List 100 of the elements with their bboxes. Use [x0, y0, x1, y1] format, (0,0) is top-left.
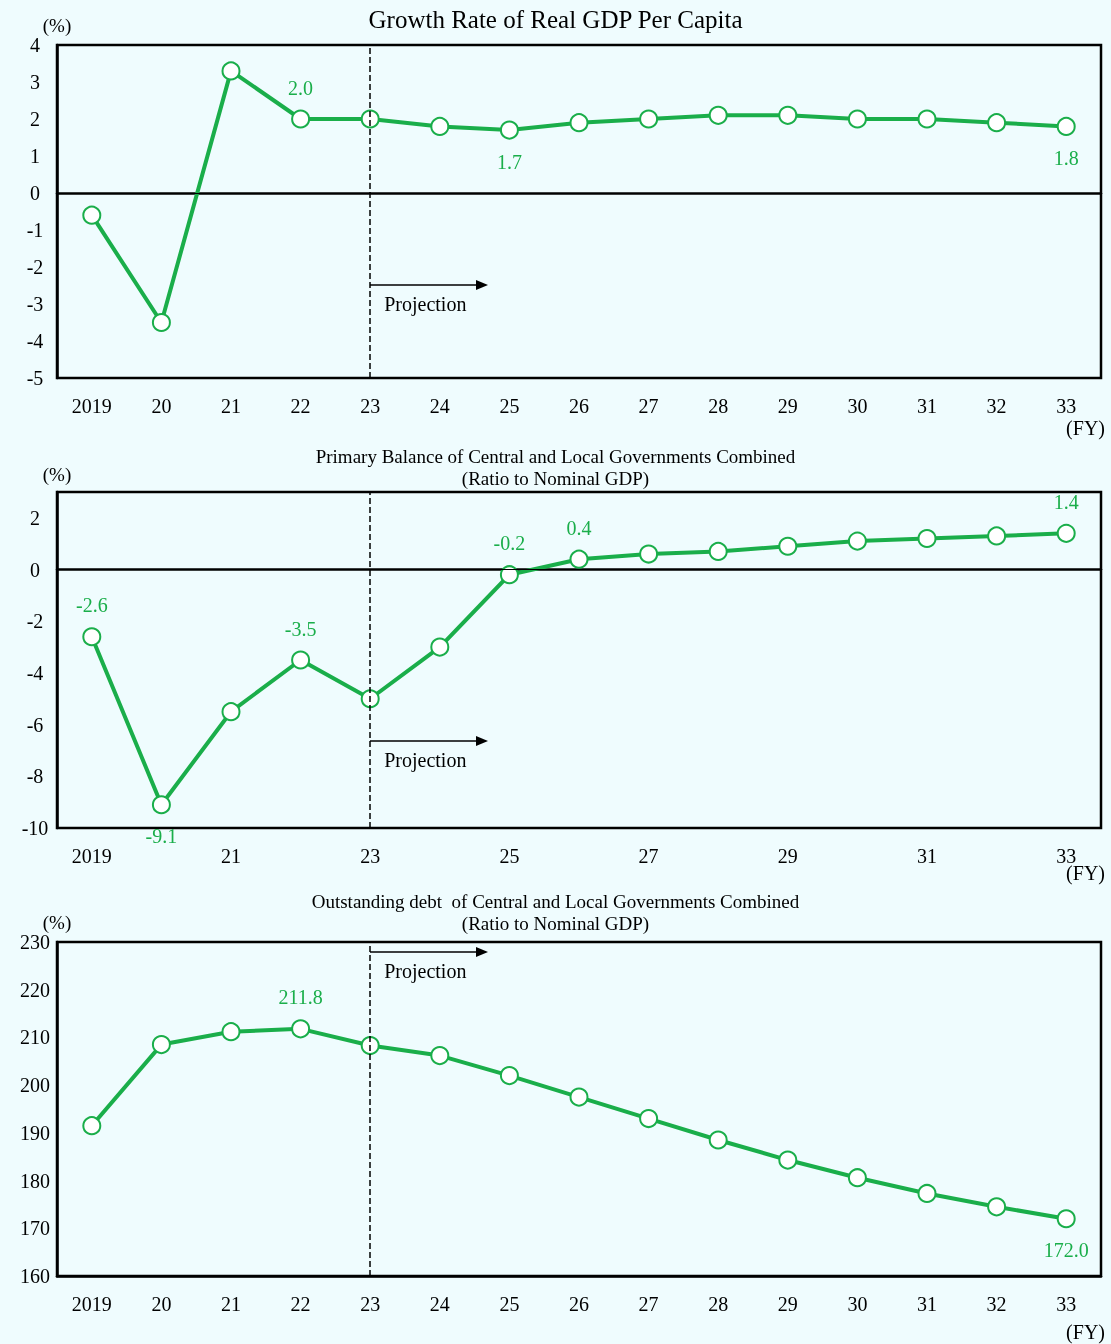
x-tick-label: 31: [917, 845, 937, 867]
y-tick-label: -2: [26, 256, 44, 278]
x-tick-label: 32: [986, 395, 1007, 417]
x-tick-label: 24: [429, 395, 450, 417]
data-label: -2.6: [75, 594, 108, 617]
y-axis-title: (%): [42, 464, 72, 486]
y-tick-label: -6: [26, 713, 44, 736]
y-tick-label: -5: [26, 367, 44, 389]
x-tick-label: 32: [986, 1293, 1007, 1315]
point: [360, 689, 380, 709]
x-axis-title: (FY): [1066, 1321, 1105, 1344]
x-tick-label: 2019: [71, 845, 112, 867]
point: [82, 627, 102, 647]
y-tick-label: 220: [20, 978, 50, 1001]
y-tick-label: -4: [26, 661, 44, 684]
y-tick-label: 160: [20, 1265, 50, 1287]
x-tick-label: 20: [151, 1293, 172, 1315]
x-tick-label: 25: [499, 1293, 520, 1315]
point: [847, 109, 867, 129]
y-tick-label: 2: [30, 506, 40, 529]
point: [430, 116, 450, 136]
x-tick-label: 31: [917, 1293, 937, 1315]
annotation: Projection: [384, 748, 467, 772]
point: [847, 1168, 867, 1188]
point: [917, 529, 937, 549]
chart-title: Growth Rate of Real GDP Per Capita: [368, 6, 743, 33]
x-tick-label: 21: [221, 1293, 241, 1315]
point: [499, 120, 519, 140]
point: [917, 1183, 937, 1203]
point: [151, 1035, 171, 1055]
x-tick-label: 26: [569, 1293, 589, 1315]
y-tick-label: 4: [30, 34, 40, 56]
data-label: 172.0: [1043, 1239, 1089, 1262]
point: [291, 650, 311, 670]
point: [847, 531, 867, 551]
point: [291, 109, 311, 129]
point: [708, 105, 728, 125]
data-label: -3.5: [284, 617, 317, 640]
point: [82, 1116, 102, 1136]
x-tick-label: 27: [638, 395, 659, 417]
point: [221, 702, 241, 722]
y-tick-label: 2: [30, 108, 40, 130]
point: [708, 541, 728, 561]
chart-title: Outstanding debt of Central and Local Governments Combined: [311, 891, 800, 912]
y-tick-label: -3: [26, 293, 44, 315]
point: [430, 1046, 450, 1066]
x-tick-label: 25: [499, 845, 520, 867]
point: [778, 1150, 798, 1170]
point: [1056, 523, 1076, 543]
point: [1056, 1209, 1076, 1229]
x-tick-label: 22: [290, 1293, 311, 1315]
x-tick-label: 24: [429, 1293, 450, 1315]
point: [987, 526, 1007, 546]
x-tick-label: 27: [638, 845, 659, 867]
y-tick-label: 170: [20, 1217, 50, 1240]
x-tick-label: 29: [777, 845, 798, 867]
x-tick-label: 29: [777, 1293, 798, 1315]
x-tick-label: 23: [360, 845, 381, 867]
y-tick-label: 1: [30, 145, 40, 167]
y-tick-label: -4: [26, 330, 44, 352]
y-tick-label: -8: [26, 765, 44, 788]
point: [221, 1022, 241, 1042]
point: [569, 549, 589, 569]
point: [569, 113, 589, 133]
y-tick-label: 200: [20, 1074, 50, 1097]
x-tick-label: 28: [708, 1293, 729, 1315]
x-tick-label: 30: [847, 395, 868, 417]
data-label: 211.8: [278, 986, 323, 1009]
y-tick-label: 0: [30, 182, 40, 204]
x-tick-label: 23: [360, 1293, 381, 1315]
x-tick-label: 28: [708, 395, 729, 417]
data-label: 1.8: [1053, 146, 1079, 169]
point: [639, 109, 659, 129]
x-tick-label: 20: [151, 395, 172, 417]
x-tick-label: 23: [360, 395, 381, 417]
x-tick-label: 31: [917, 395, 937, 417]
point: [778, 536, 798, 556]
data-label: 1.7: [496, 150, 522, 173]
point: [499, 1066, 519, 1086]
point: [82, 205, 102, 225]
point: [778, 105, 798, 125]
x-tick-label: 2019: [71, 395, 112, 417]
y-axis-title: (%): [42, 15, 72, 38]
x-tick-label: 26: [569, 395, 589, 417]
y-tick-label: 3: [30, 71, 40, 93]
data-label: 1.4: [1053, 490, 1079, 513]
point: [708, 1130, 728, 1150]
chart-subtitle: (Ratio to Nominal GDP): [461, 913, 650, 935]
y-tick-label: 210: [20, 1026, 50, 1049]
x-tick-label: 21: [221, 845, 241, 867]
x-axis-title: (FY): [1066, 417, 1105, 440]
x-axis-title: (FY): [1066, 862, 1105, 885]
point: [987, 1197, 1007, 1217]
point: [1056, 116, 1076, 136]
x-tick-label: 29: [777, 395, 798, 417]
point: [430, 637, 450, 657]
annotation: Projection: [384, 960, 467, 984]
point: [987, 113, 1007, 133]
annotation: Projection: [384, 292, 467, 316]
x-tick-label: 25: [499, 395, 520, 417]
